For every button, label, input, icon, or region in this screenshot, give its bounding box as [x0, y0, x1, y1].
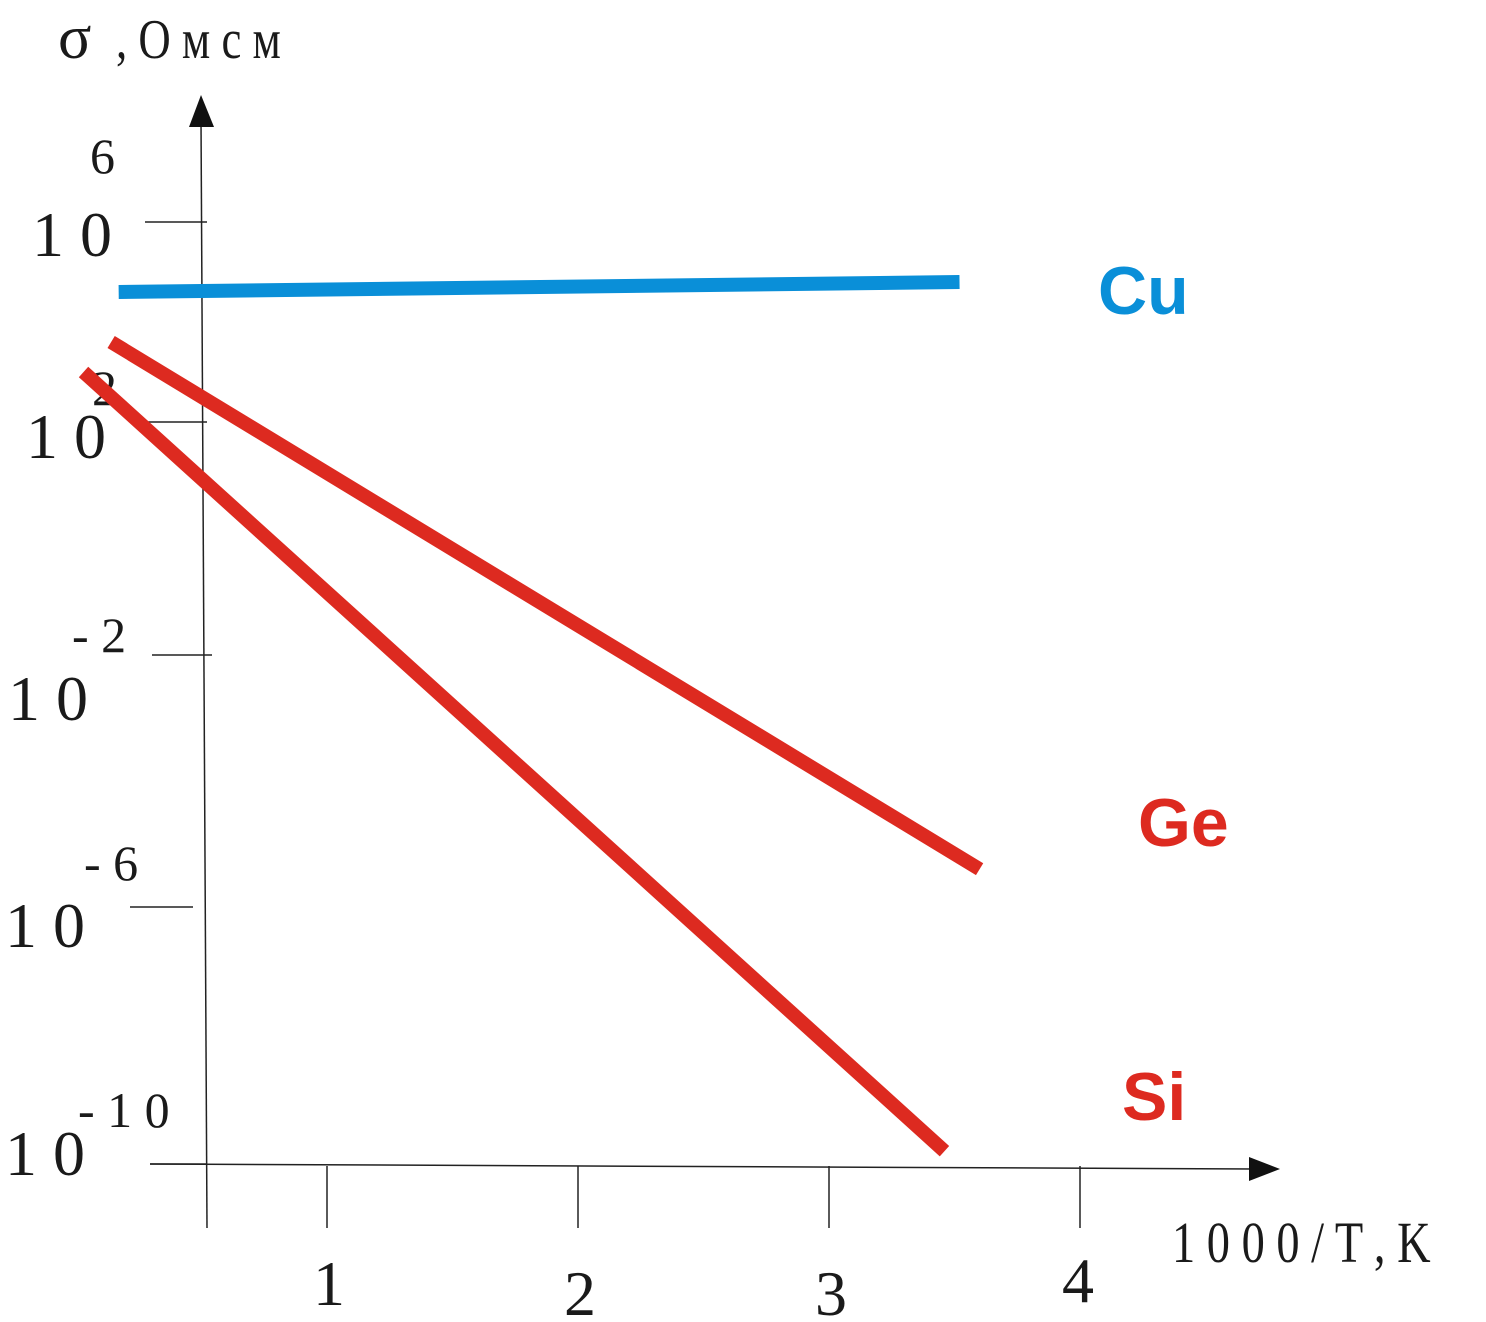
y-tick-power--6: - 6	[84, 835, 138, 891]
y-tick-base--2: 1 0	[8, 663, 88, 734]
y-axis-unit: , О м с м	[116, 8, 281, 70]
x-axis	[149, 1163, 1256, 1170]
x-ticks: 1 2 3 4	[313, 1166, 1094, 1322]
x-axis-arrow	[1249, 1157, 1280, 1181]
y-tick-power--2: - 2	[72, 607, 126, 663]
y-axis	[200, 119, 208, 1229]
series-labels: Cu Ge Si	[1098, 253, 1229, 1135]
x-tick-label-3: 3	[815, 1258, 847, 1322]
y-axis-arrow	[189, 95, 214, 127]
series-line-ge	[107, 336, 984, 876]
series-label-cu: Cu	[1098, 253, 1189, 329]
y-tick-base--6: 1 0	[5, 890, 85, 961]
y-tick-power--10: - 1 0	[78, 1082, 170, 1138]
x-axis-title: 1 0 0 0 / T , K	[1172, 1211, 1431, 1275]
series-label-ge: Ge	[1138, 785, 1229, 861]
y-axis-symbol: σ	[58, 4, 91, 72]
y-tick-power-6: 6	[90, 128, 115, 184]
x-tick-label-2: 2	[564, 1258, 596, 1322]
y-ticks: 1 061 021 0- 21 0- 61 0- 1 0	[5, 128, 212, 1189]
x-tick-label-4: 4	[1062, 1245, 1094, 1316]
y-tick-base-6: 1 0	[32, 199, 112, 270]
y-tick-base-2: 1 0	[26, 401, 106, 472]
series-line-cu	[118, 275, 960, 299]
series-label-si: Si	[1122, 1059, 1186, 1135]
x-tick-label-1: 1	[313, 1248, 345, 1319]
series-lines	[78, 275, 984, 1157]
series-line-si	[78, 366, 950, 1157]
y-tick-base--10: 1 0	[5, 1118, 85, 1189]
